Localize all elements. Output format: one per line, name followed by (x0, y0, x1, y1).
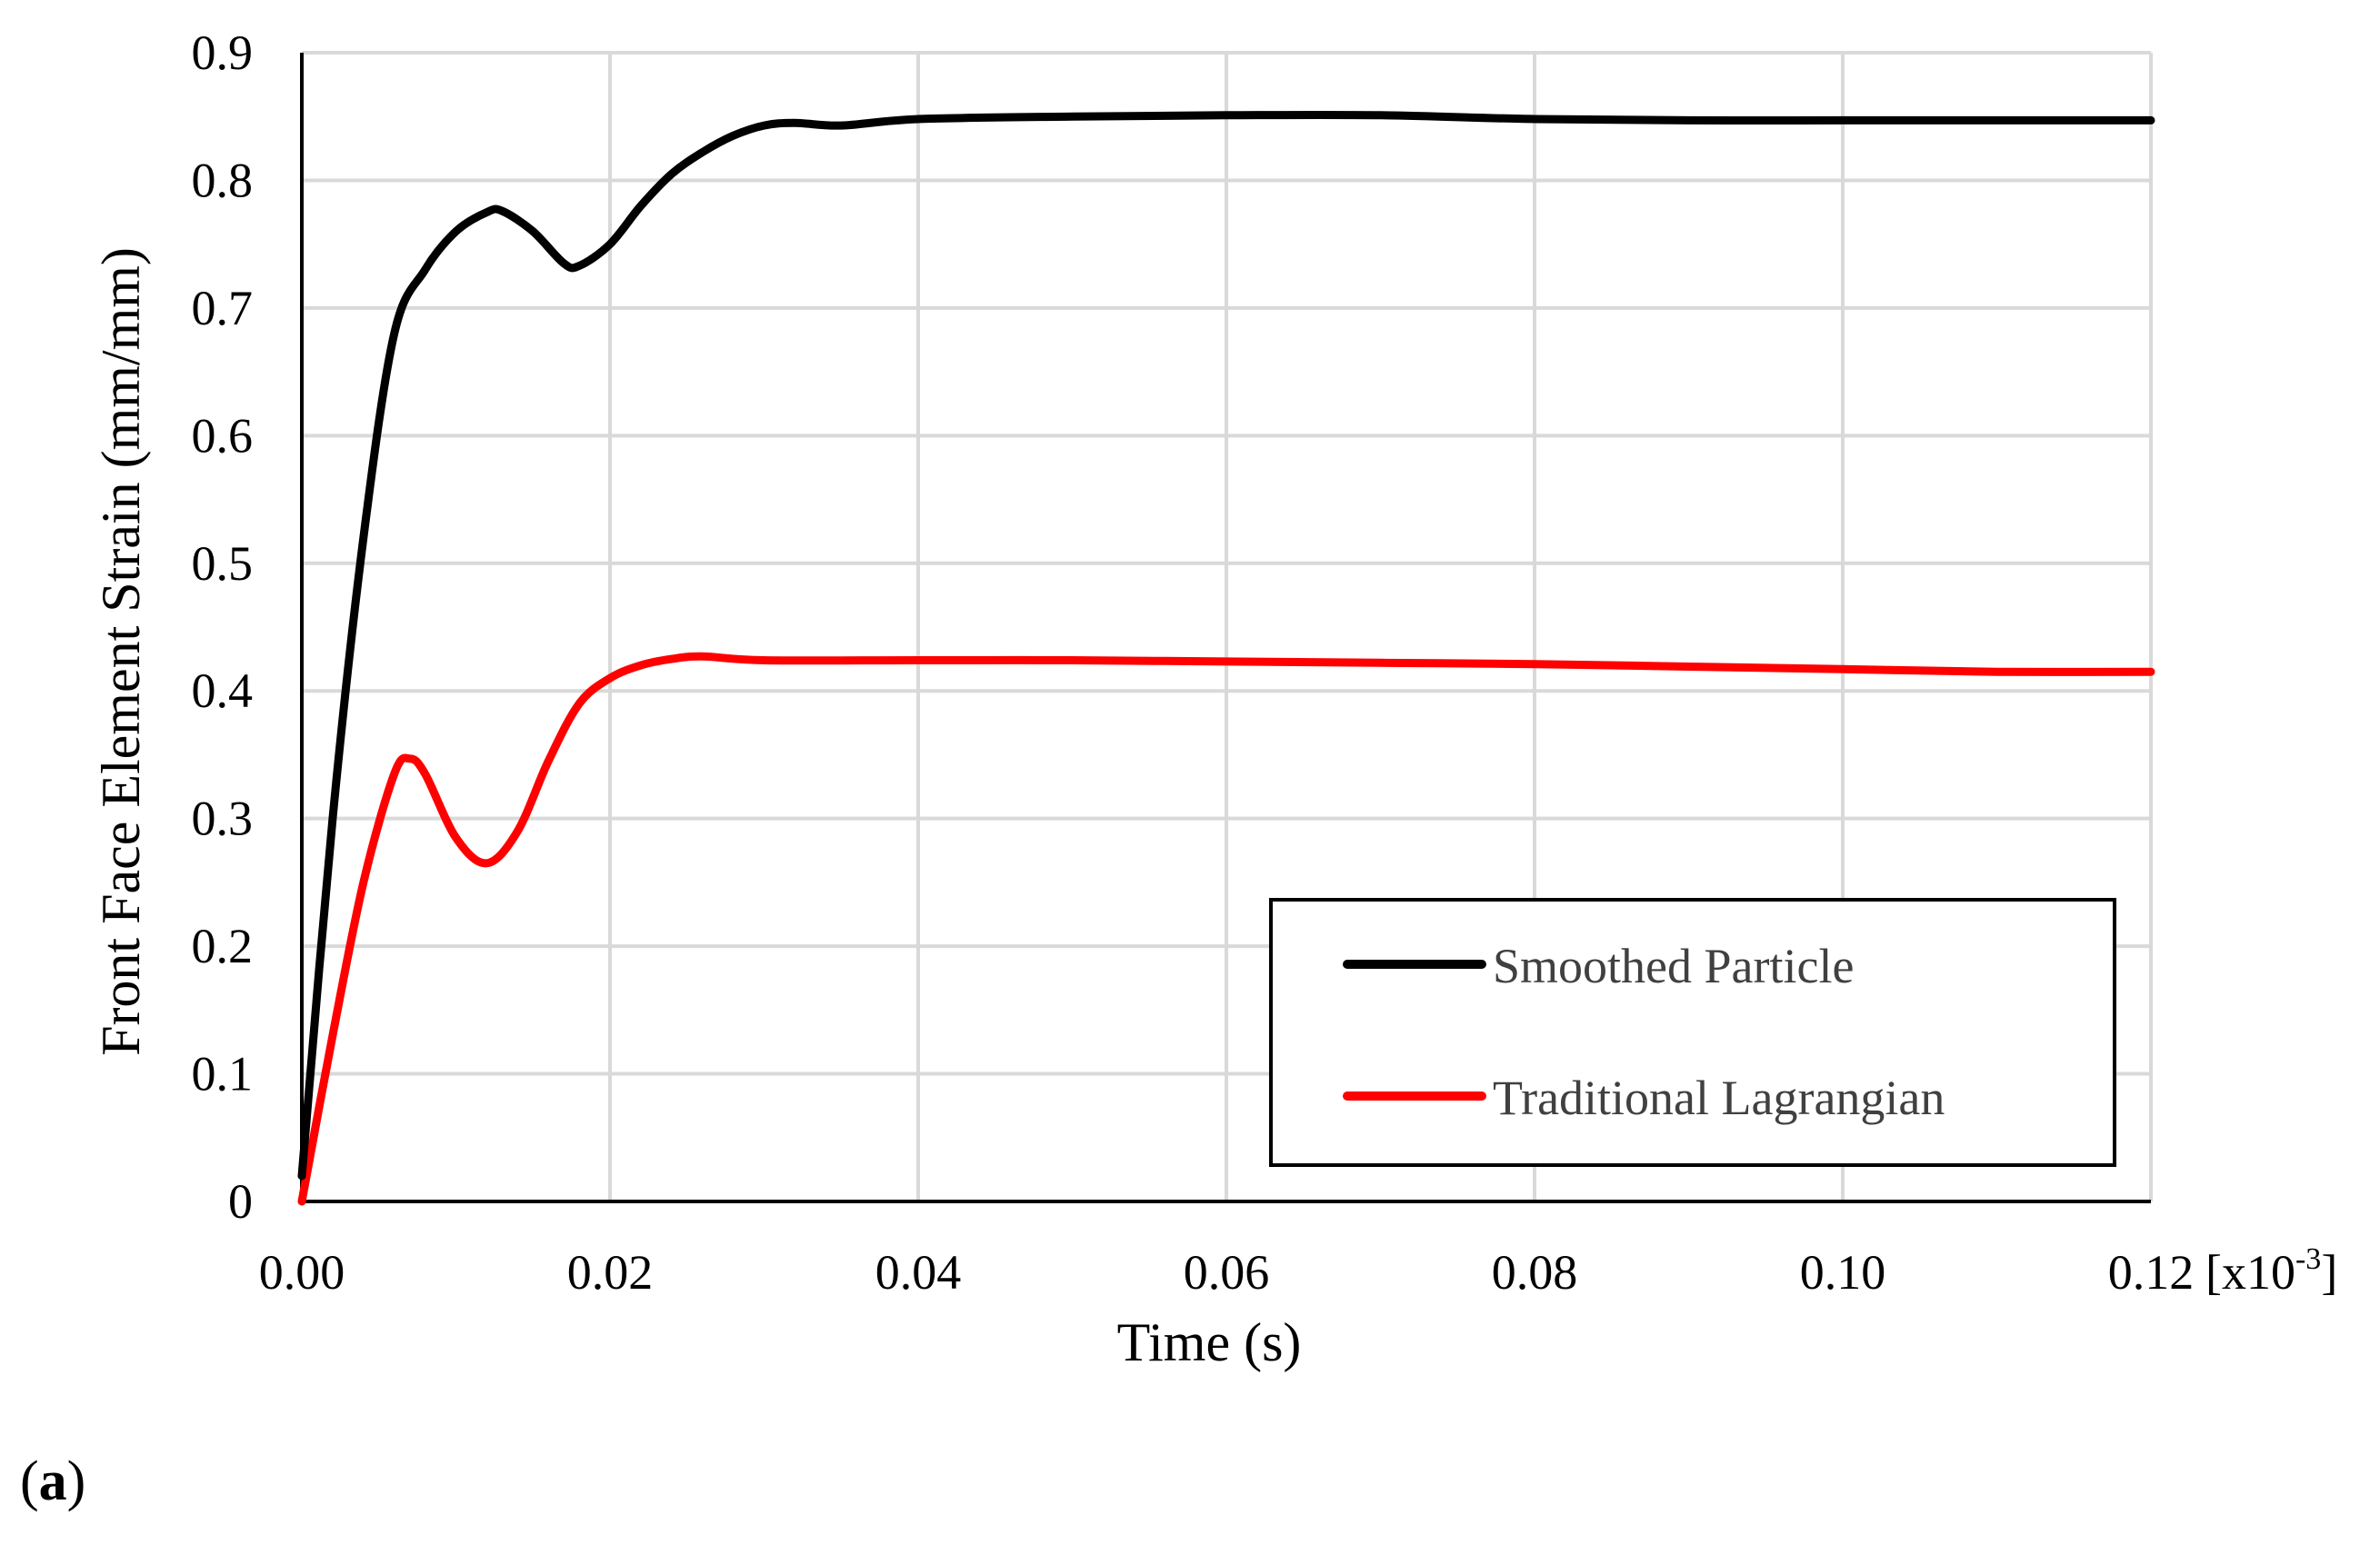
axes (300, 53, 2151, 1203)
legend-box (1269, 898, 2116, 1167)
y-tick-label: 0.6 (192, 408, 254, 463)
y-tick-label: 0.2 (192, 919, 254, 973)
y-tick-label: 0.1 (192, 1047, 254, 1101)
x-axis-unit-multiplier: [x10-3] (2205, 1242, 2337, 1300)
multiplier-close: ] (2321, 1245, 2337, 1300)
x-tick-label: 0.00 (259, 1245, 345, 1300)
panel-label-open: ( (20, 1450, 39, 1512)
data-series (297, 110, 2155, 1206)
panel-label: (a) (20, 1450, 85, 1512)
series-line-smoothed-particle (297, 110, 2155, 1181)
x-axis-title: Time (s) (1117, 1312, 1302, 1372)
panel-label-letter: a (39, 1450, 67, 1512)
tick-labels: 0 0.1 0.2 0.3 0.4 0.5 0.6 0.7 0.8 0.9 0.00 0.02 0.04… (192, 25, 2195, 1300)
y-tick-label: 0 (228, 1174, 253, 1229)
legend-label-smoothed-particle: Smoothed Particle (1493, 939, 1854, 993)
gridlines (302, 51, 2153, 1201)
multiplier-exponent: -3 (2295, 1242, 2321, 1276)
x-tick-label: 0.08 (1492, 1245, 1578, 1300)
x-tick-label: 0.04 (875, 1245, 962, 1300)
y-axis-title: Front Face Element Strain (mm/mm) (91, 247, 151, 1056)
y-tick-label: 0.7 (192, 281, 254, 335)
y-tick-label: 0.5 (192, 536, 254, 591)
x-tick-label: 0.02 (567, 1245, 654, 1300)
legend-label-traditional-lagrangian: Traditional Lagrangian (1493, 1071, 1945, 1125)
y-tick-label: 0.9 (192, 25, 254, 80)
y-tick-label: 0.3 (192, 792, 254, 846)
legend: Smoothed Particle Traditional Lagrangian (1269, 898, 2116, 1167)
x-tick-label: 0.10 (1800, 1245, 1886, 1300)
y-tick-label: 0.8 (192, 153, 254, 207)
panel-label-close: ) (67, 1450, 86, 1512)
multiplier-base: [x10 (2205, 1245, 2295, 1300)
x-tick-label: 0.12 (2108, 1245, 2195, 1300)
y-tick-label: 0.4 (192, 663, 254, 718)
series-line-traditional-lagrangian (297, 652, 2155, 1206)
x-tick-label: 0.06 (1184, 1245, 1270, 1300)
